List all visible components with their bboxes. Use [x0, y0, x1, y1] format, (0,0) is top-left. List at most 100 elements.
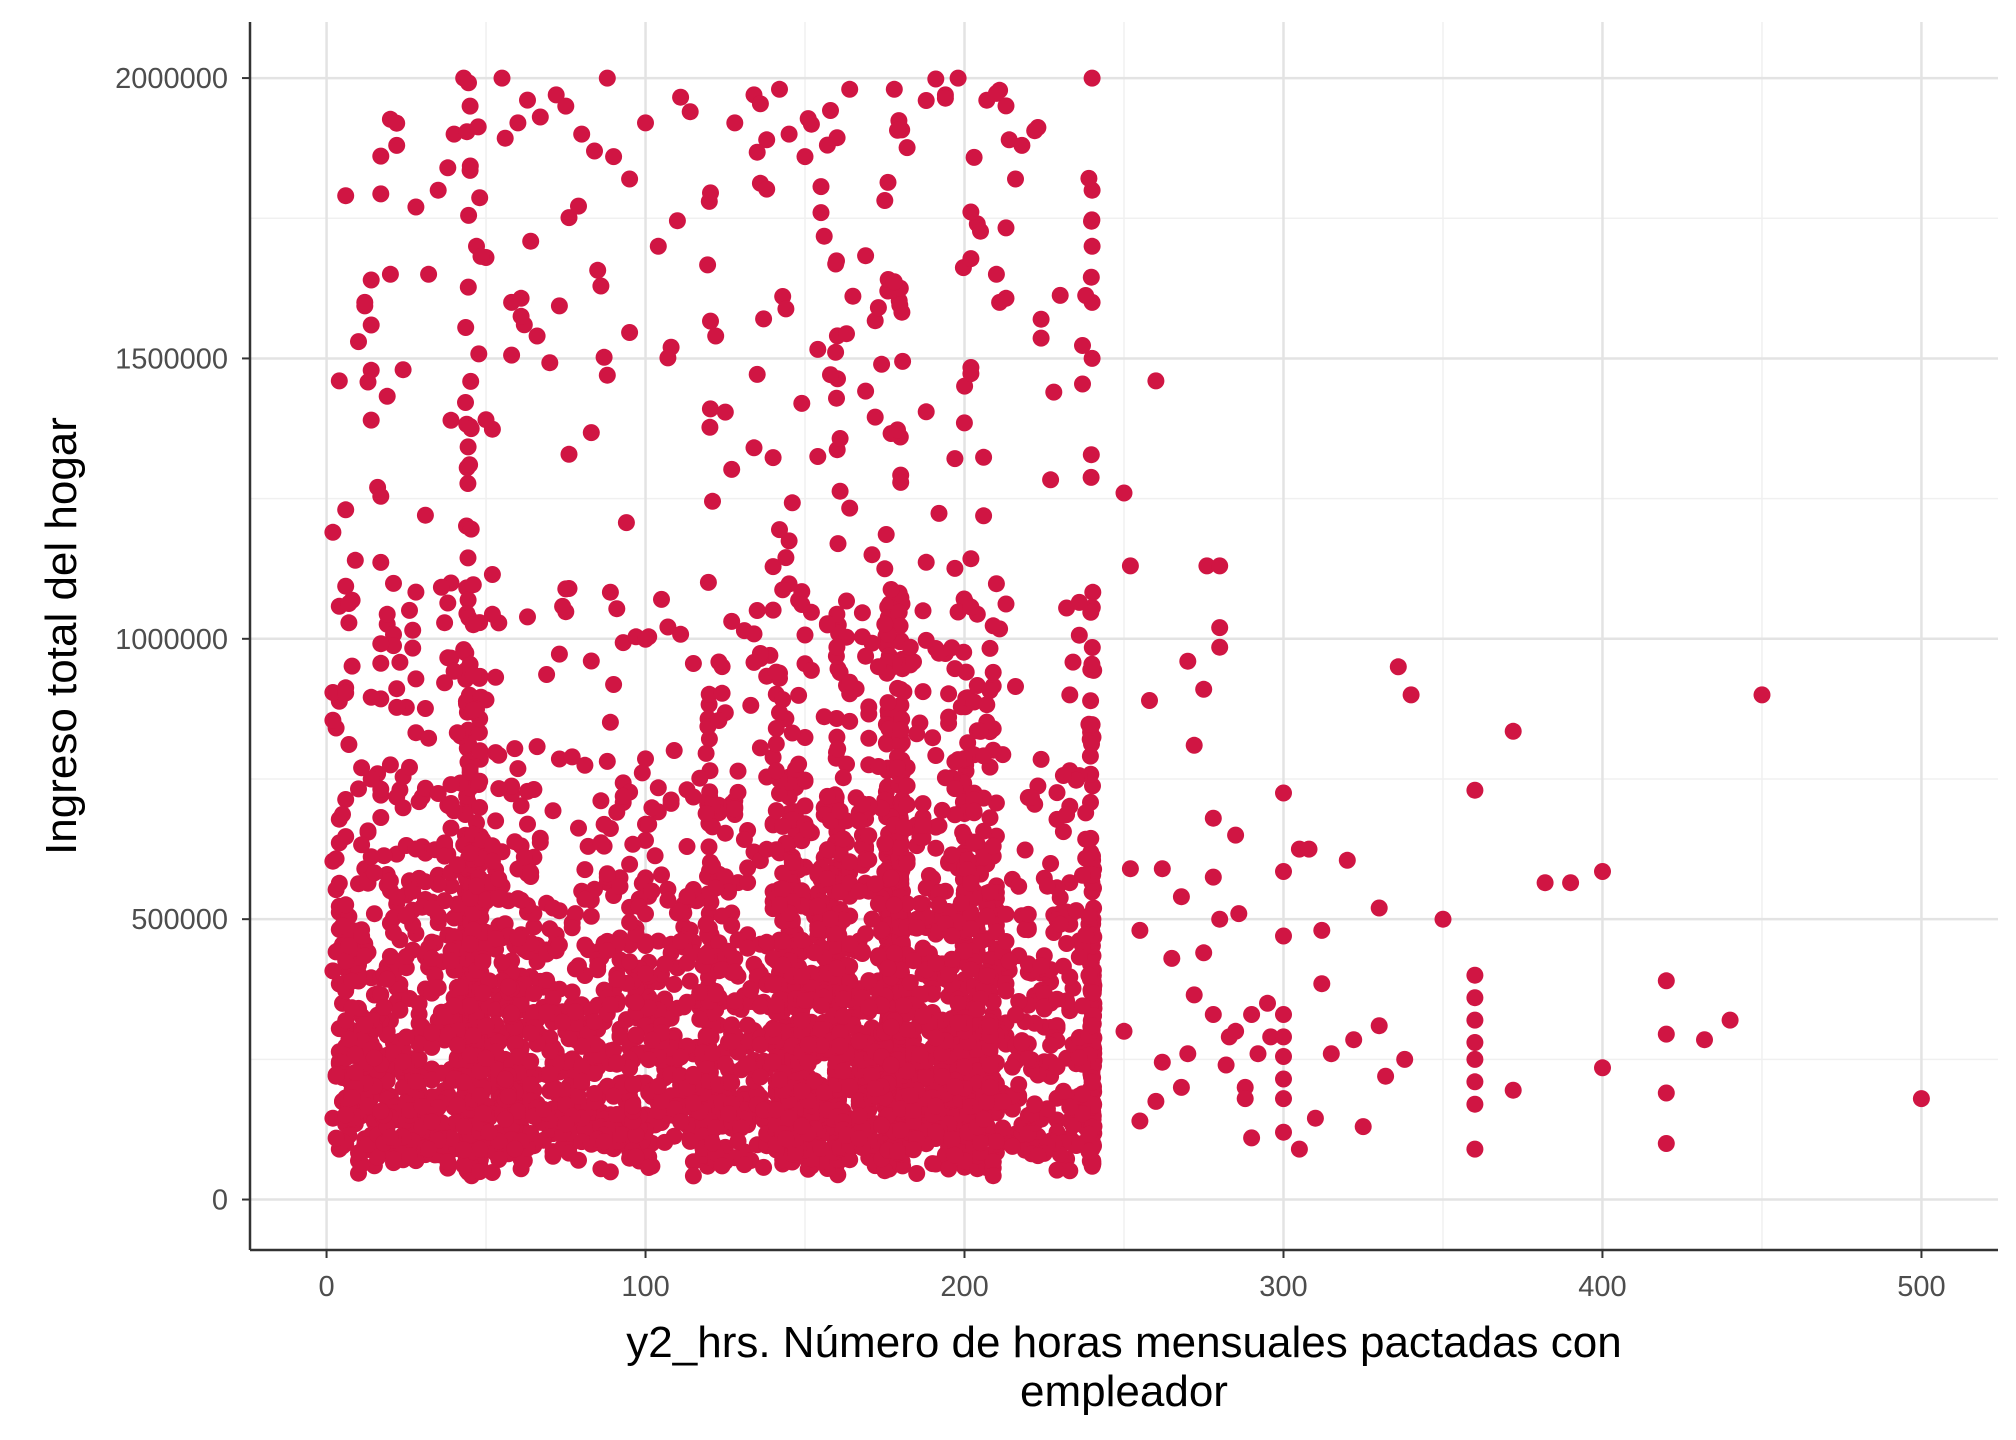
data-point — [940, 708, 958, 726]
data-point — [806, 944, 824, 962]
data-point — [407, 670, 425, 688]
data-point — [853, 942, 871, 960]
data-point — [704, 818, 721, 836]
data-point — [997, 595, 1015, 613]
data-point — [1227, 826, 1245, 844]
data-point — [423, 1113, 441, 1131]
data-point — [764, 1020, 782, 1038]
data-point — [729, 1132, 747, 1150]
data-point — [541, 1065, 559, 1083]
data-point — [1912, 1090, 1930, 1108]
data-point — [972, 1134, 989, 1152]
data-point — [429, 181, 447, 199]
data-point — [459, 475, 477, 492]
data-point — [777, 300, 795, 318]
data-point — [1016, 841, 1034, 859]
data-point — [764, 748, 782, 766]
data-point — [879, 694, 897, 712]
data-point — [490, 1151, 508, 1168]
data-point — [362, 848, 380, 866]
data-point — [1007, 170, 1024, 188]
data-point — [611, 878, 629, 895]
data-point — [793, 1082, 811, 1100]
data-point — [471, 799, 489, 816]
data-point — [723, 612, 741, 630]
data-point — [780, 532, 798, 550]
data-point — [1077, 830, 1095, 848]
data-point — [637, 965, 654, 983]
data-point — [627, 993, 645, 1011]
data-point — [461, 997, 479, 1015]
data-point — [624, 1075, 642, 1093]
data-point — [353, 759, 371, 777]
data-point — [751, 739, 769, 757]
data-point — [1061, 874, 1079, 892]
data-point — [522, 1024, 540, 1042]
data-point — [876, 192, 894, 209]
data-point — [1007, 678, 1024, 695]
data-point — [815, 708, 833, 726]
data-point — [359, 822, 377, 840]
data-point — [460, 74, 477, 92]
data-point — [723, 460, 741, 478]
data-point — [927, 70, 945, 88]
data-point — [471, 1163, 489, 1181]
data-point — [1074, 337, 1091, 354]
data-point — [751, 1036, 769, 1054]
data-point — [1504, 722, 1522, 740]
data-point — [538, 971, 556, 989]
data-point — [927, 954, 945, 972]
data-point — [739, 874, 757, 891]
data-point — [1657, 1135, 1675, 1152]
data-point — [407, 1073, 425, 1090]
data-point — [790, 755, 808, 773]
data-point — [1045, 383, 1063, 401]
data-point — [582, 424, 600, 442]
data-point — [653, 1092, 670, 1110]
data-point — [771, 521, 788, 539]
data-point — [455, 641, 473, 659]
data-point — [472, 247, 490, 265]
data-point — [1466, 966, 1484, 984]
data-point — [965, 148, 983, 166]
data-point — [892, 696, 910, 714]
data-point — [627, 1026, 645, 1044]
data-point — [1275, 1006, 1292, 1023]
data-point — [462, 372, 480, 390]
data-point — [723, 1033, 741, 1051]
data-point — [997, 982, 1015, 1000]
data-point — [442, 877, 460, 895]
data-point — [416, 873, 434, 891]
data-point — [614, 787, 632, 805]
data-point — [965, 833, 983, 851]
data-point — [570, 819, 587, 837]
data-point — [469, 118, 487, 136]
data-point — [879, 173, 897, 191]
data-point — [764, 976, 782, 994]
data-point — [860, 998, 878, 1016]
data-point — [381, 947, 399, 965]
data-point — [720, 883, 737, 901]
data-point — [522, 232, 540, 250]
data-point — [436, 674, 454, 692]
data-point — [359, 373, 377, 391]
data-point — [1377, 1067, 1395, 1085]
data-point — [359, 1097, 377, 1115]
data-point — [930, 883, 948, 901]
data-point — [448, 1096, 466, 1114]
data-point — [1083, 237, 1101, 255]
data-point — [487, 930, 505, 948]
data-point — [459, 438, 477, 456]
data-point — [598, 752, 616, 770]
data-point — [1051, 915, 1069, 933]
data-point — [914, 683, 932, 701]
data-point — [812, 1021, 830, 1038]
data-point — [531, 108, 549, 126]
data-point — [863, 546, 881, 564]
data-point — [894, 352, 912, 370]
data-point — [796, 148, 814, 166]
data-point — [381, 756, 399, 774]
data-point — [327, 1066, 345, 1084]
data-point — [869, 895, 887, 913]
data-point — [439, 159, 457, 177]
